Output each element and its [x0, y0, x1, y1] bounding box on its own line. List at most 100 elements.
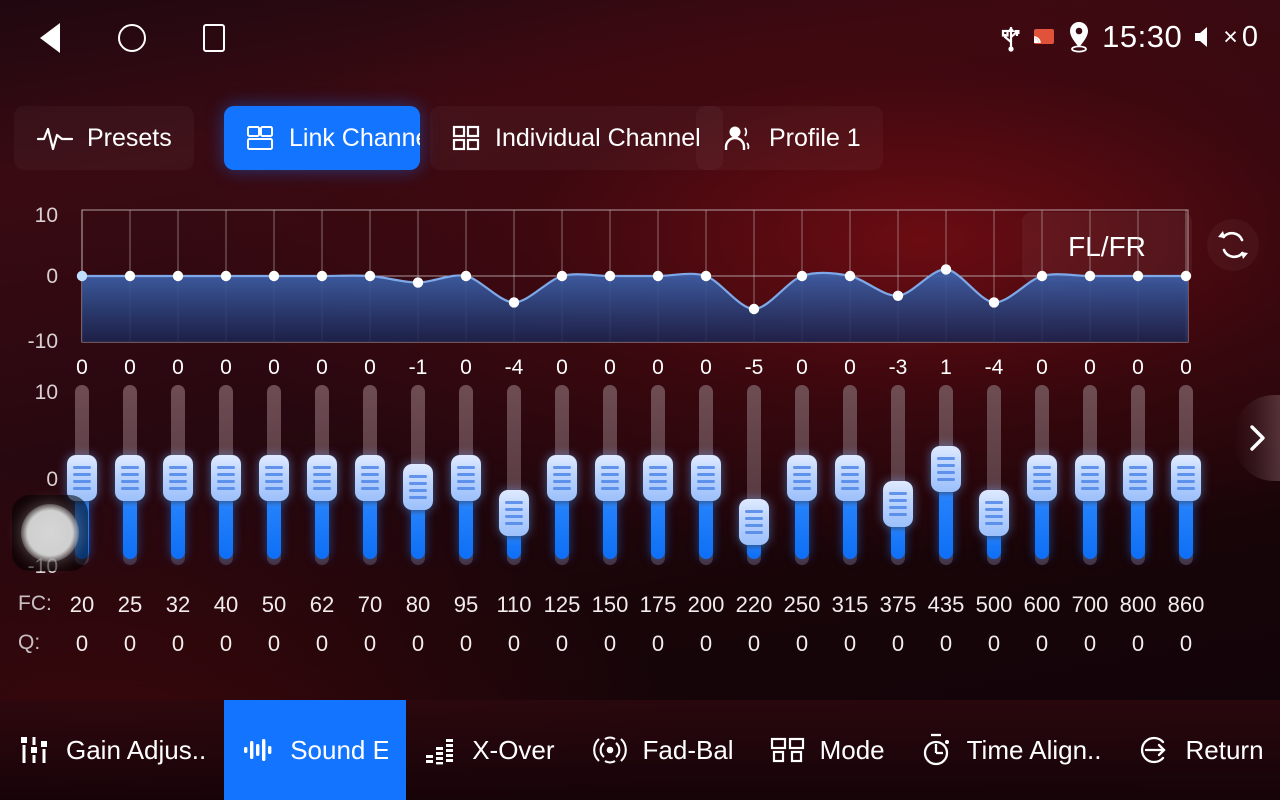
eq-band-slider[interactable]	[1171, 385, 1201, 571]
slider-handle[interactable]	[1123, 455, 1153, 501]
eq-band-slider[interactable]	[931, 385, 961, 571]
slider-handle[interactable]	[739, 498, 769, 545]
frequency-value[interactable]: 95	[453, 592, 479, 617]
eq-band-slider[interactable]	[643, 385, 673, 571]
bottom-nav-gain-adjus[interactable]: Gain Adjus..	[0, 700, 224, 800]
q-value[interactable]: 0	[1179, 631, 1193, 656]
frequency-value[interactable]: 40	[213, 592, 239, 617]
eq-band-slider[interactable]	[595, 385, 625, 571]
recents-button[interactable]	[190, 14, 238, 62]
q-value[interactable]: 0	[747, 631, 761, 656]
q-value[interactable]: 0	[123, 631, 137, 656]
bottom-nav-time-align[interactable]: Time Align..	[903, 700, 1120, 800]
slider-handle[interactable]	[931, 446, 961, 493]
slider-handle[interactable]	[211, 455, 241, 501]
q-value[interactable]: 0	[315, 631, 329, 656]
frequency-value[interactable]: 70	[357, 592, 383, 617]
bottom-nav-fad-bal[interactable]: Fad-Bal	[573, 700, 752, 800]
q-value[interactable]: 0	[795, 631, 809, 656]
frequency-value[interactable]: 700	[1071, 592, 1109, 617]
slider-handle[interactable]	[259, 455, 289, 501]
frequency-value[interactable]: 435	[927, 592, 965, 617]
frequency-value[interactable]: 500	[975, 592, 1013, 617]
eq-slider-panel[interactable]: 10 0 -10	[0, 378, 1280, 580]
q-value[interactable]: 0	[699, 631, 713, 656]
channel-selector-button[interactable]: FL/FR	[1022, 212, 1192, 282]
slider-handle[interactable]	[787, 455, 817, 501]
q-value[interactable]: 0	[411, 631, 425, 656]
slider-handle[interactable]	[595, 455, 625, 501]
eq-band-slider[interactable]	[691, 385, 721, 571]
bottom-nav-mode[interactable]: Mode	[752, 700, 903, 800]
eq-band-slider[interactable]	[787, 385, 817, 571]
frequency-value[interactable]: 220	[735, 592, 773, 617]
frequency-value[interactable]: 32	[165, 592, 191, 617]
slider-handle[interactable]	[67, 455, 97, 501]
slider-handle[interactable]	[355, 455, 385, 501]
eq-band-slider[interactable]	[883, 385, 913, 571]
back-button[interactable]	[26, 14, 74, 62]
frequency-value[interactable]: 375	[879, 592, 917, 617]
eq-band-slider[interactable]	[307, 385, 337, 571]
reset-button[interactable]	[1207, 219, 1259, 271]
tab-presets[interactable]: Presets	[14, 106, 194, 170]
frequency-value[interactable]: 80	[405, 592, 431, 617]
slider-handle[interactable]	[307, 455, 337, 501]
bottom-nav-x-over[interactable]: X-Over	[406, 700, 572, 800]
frequency-value[interactable]: 250	[783, 592, 821, 617]
slider-handle[interactable]	[691, 455, 721, 501]
slider-handle[interactable]	[1027, 455, 1057, 501]
eq-band-slider[interactable]	[1027, 385, 1057, 571]
q-value[interactable]: 0	[939, 631, 953, 656]
q-value[interactable]: 0	[1083, 631, 1097, 656]
slider-handle[interactable]	[115, 455, 145, 501]
q-value[interactable]: 0	[1035, 631, 1049, 656]
slider-handle[interactable]	[451, 455, 481, 501]
eq-band-slider[interactable]	[1123, 385, 1153, 571]
q-value[interactable]: 0	[987, 631, 1001, 656]
slider-handle[interactable]	[979, 489, 1009, 536]
q-value[interactable]: 0	[507, 631, 521, 656]
frequency-value[interactable]: 20	[69, 592, 95, 617]
eq-band-slider[interactable]	[499, 385, 529, 571]
slider-handle[interactable]	[499, 489, 529, 536]
slider-handle[interactable]	[1075, 455, 1105, 501]
slider-handle[interactable]	[883, 481, 913, 528]
eq-band-slider[interactable]	[259, 385, 289, 571]
q-value[interactable]: 0	[891, 631, 905, 656]
q-value[interactable]: 0	[651, 631, 665, 656]
frequency-value[interactable]: 315	[831, 592, 869, 617]
bottom-nav-sound-effec[interactable]: Sound Effec	[224, 700, 407, 800]
eq-band-slider[interactable]	[739, 385, 769, 571]
slider-handle[interactable]	[547, 455, 577, 501]
q-value[interactable]: 0	[75, 631, 89, 656]
q-value[interactable]: 0	[1131, 631, 1145, 656]
eq-band-slider[interactable]	[451, 385, 481, 571]
frequency-value[interactable]: 600	[1023, 592, 1061, 617]
slider-handle[interactable]	[643, 455, 673, 501]
q-value[interactable]: 0	[603, 631, 617, 656]
eq-band-slider[interactable]	[355, 385, 385, 571]
q-value[interactable]: 0	[267, 631, 281, 656]
q-value[interactable]: 0	[459, 631, 473, 656]
bottom-nav-return[interactable]: Return	[1120, 700, 1280, 800]
frequency-value[interactable]: 125	[543, 592, 581, 617]
eq-band-slider[interactable]	[211, 385, 241, 571]
eq-response-graph[interactable]: 10 0 -10	[0, 196, 1280, 356]
slider-handle[interactable]	[1171, 455, 1201, 501]
frequency-value[interactable]: 50	[261, 592, 287, 617]
q-value[interactable]: 0	[843, 631, 857, 656]
frequency-value[interactable]: 860	[1167, 592, 1205, 617]
home-button[interactable]	[108, 14, 156, 62]
frequency-value[interactable]: 110	[496, 592, 532, 617]
frequency-value[interactable]: 150	[591, 592, 629, 617]
frequency-value[interactable]: 62	[309, 592, 335, 617]
frequency-value[interactable]: 175	[639, 592, 677, 617]
eq-band-slider[interactable]	[163, 385, 193, 571]
tab-individual-channel[interactable]: Individual Channel	[430, 106, 723, 170]
q-value[interactable]: 0	[171, 631, 185, 656]
eq-band-slider[interactable]	[979, 385, 1009, 571]
slider-handle[interactable]	[163, 455, 193, 501]
q-value[interactable]: 0	[555, 631, 569, 656]
q-value[interactable]: 0	[363, 631, 377, 656]
